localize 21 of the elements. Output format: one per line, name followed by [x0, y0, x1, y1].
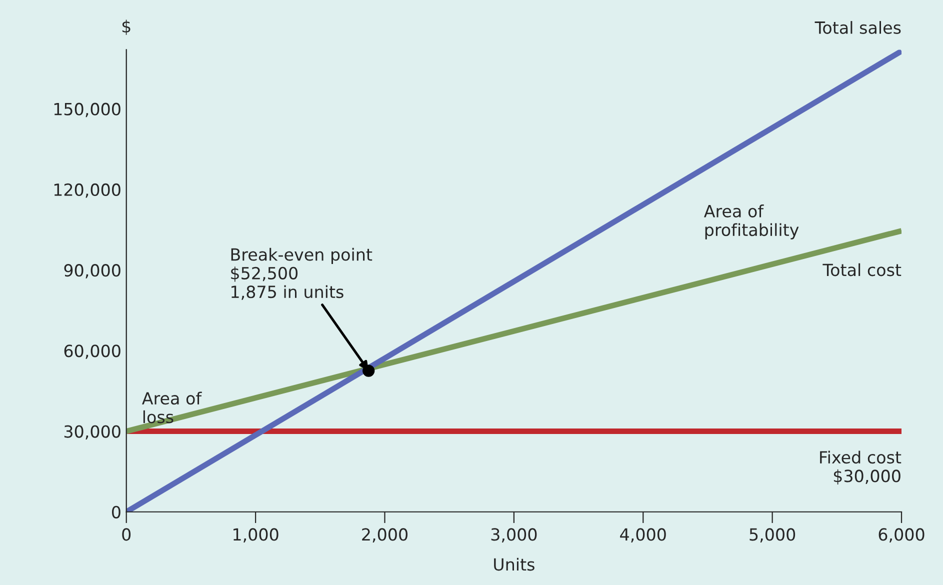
- x-tick-label: 6,000: [878, 528, 924, 542]
- x-tick-label: 0: [122, 528, 131, 541]
- annotation: Break-even point $52,500 1,875 in units: [231, 248, 372, 300]
- series-label: Total sales: [814, 21, 901, 34]
- x-tick-label: 1,000: [234, 528, 278, 542]
- annotation: Area of profitability: [704, 204, 799, 240]
- y-tick-label: 150,000: [54, 102, 120, 118]
- y-axis-title: $: [122, 20, 130, 35]
- x-tick-label: 4,000: [620, 528, 666, 542]
- x-axis-title: Units: [494, 558, 534, 571]
- y-tick-label: 120,000: [54, 183, 120, 198]
- y-tick-label: 60,000: [64, 344, 120, 359]
- x-tick-label: 5,000: [750, 528, 796, 542]
- y-tick-label: 30,000: [64, 425, 120, 440]
- y-tick-label: 0: [112, 506, 120, 518]
- annotation: Area of loss: [142, 392, 202, 424]
- series-label: Fixed cost $30,000: [820, 450, 902, 484]
- x-tick-label: 3,000: [491, 528, 537, 542]
- series-label: Total cost: [822, 263, 902, 276]
- y-tick-label: 90,000: [64, 264, 120, 278]
- x-tick-label: 2,000: [362, 528, 408, 542]
